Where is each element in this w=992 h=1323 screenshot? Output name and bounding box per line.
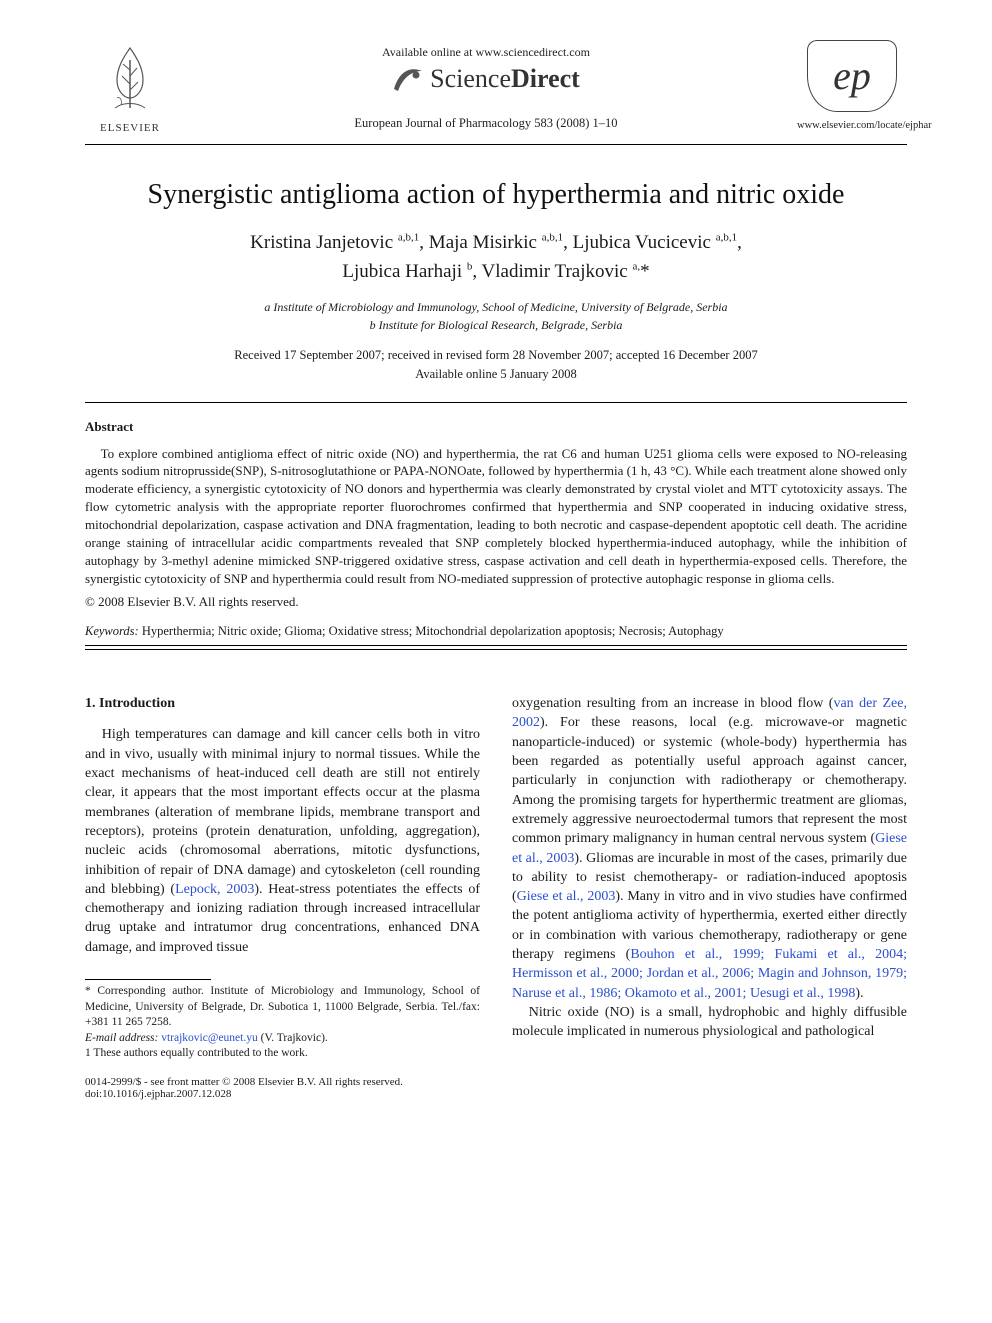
header-row: ELSEVIER Available online at www.science… — [85, 40, 907, 134]
footnote-equal-contrib: 1 These authors equally contributed to t… — [85, 1046, 480, 1062]
rule-below-keywords-2 — [85, 649, 907, 650]
sciencedirect-wordmark: ScienceDirect — [430, 64, 580, 94]
footnote-rule — [85, 979, 211, 980]
journal-reference: European Journal of Pharmacology 583 (20… — [175, 116, 797, 131]
sciencedirect-logo: ScienceDirect — [175, 64, 797, 94]
abstract-copyright: © 2008 Elsevier B.V. All rights reserved… — [85, 594, 907, 610]
journal-logo-block: ep www.elsevier.com/locate/ejphar — [797, 40, 907, 131]
abstract-block: Abstract To explore combined antiglioma … — [85, 419, 907, 611]
affiliation-a: a Institute of Microbiology and Immunolo… — [85, 298, 907, 316]
footnotes: * Corresponding author. Institute of Mic… — [85, 984, 480, 1062]
citation-link[interactable]: Lepock, 2003 — [175, 882, 254, 897]
keywords-text: Hyperthermia; Nitric oxide; Glioma; Oxid… — [139, 624, 724, 638]
locate-url: www.elsevier.com/locate/ejphar — [797, 120, 907, 131]
abstract-heading: Abstract — [85, 419, 907, 435]
intro-paragraph-1: High temperatures can damage and kill ca… — [85, 725, 480, 957]
keywords-label: Keywords: — [85, 624, 139, 638]
sciencedirect-swoosh-icon — [392, 65, 424, 93]
authors: Kristina Janjetovic a,b,1, Maja Misirkic… — [85, 229, 907, 286]
affiliation-b: b Institute for Biological Research, Bel… — [85, 316, 907, 334]
column-left: 1. Introduction High temperatures can da… — [85, 694, 480, 1062]
abstract-text: To explore combined antiglioma effect of… — [85, 445, 907, 589]
article-title: Synergistic antiglioma action of hyperth… — [85, 179, 907, 211]
citation-link[interactable]: Giese et al., 2003 — [517, 889, 616, 904]
section-1-heading: 1. Introduction — [85, 694, 480, 713]
page: ELSEVIER Available online at www.science… — [0, 0, 992, 1130]
elsevier-logo: ELSEVIER — [85, 40, 175, 134]
elsevier-wordmark: ELSEVIER — [85, 122, 175, 134]
column-right: oxygenation resulting from an increase i… — [512, 694, 907, 1062]
intro-paragraph-1-cont: oxygenation resulting from an increase i… — [512, 694, 907, 1003]
rule-below-keywords-1 — [85, 645, 907, 646]
elsevier-tree-icon — [95, 40, 165, 115]
center-header: Available online at www.sciencedirect.co… — [175, 40, 797, 131]
footnote-email: E-mail address: vtrajkovic@eunet.yu (V. … — [85, 1031, 480, 1047]
keywords: Keywords: Hyperthermia; Nitric oxide; Gl… — [85, 624, 907, 639]
rule-top — [85, 144, 907, 145]
affiliations: a Institute of Microbiology and Immunolo… — [85, 298, 907, 334]
footer-left: 0014-2999/$ - see front matter © 2008 El… — [85, 1076, 403, 1100]
email-link[interactable]: vtrajkovic@eunet.yu — [161, 1032, 258, 1044]
footer-issn: 0014-2999/$ - see front matter © 2008 El… — [85, 1076, 403, 1088]
available-online-text: Available online at www.sciencedirect.co… — [175, 45, 797, 60]
intro-paragraph-2: Nitric oxide (NO) is a small, hydrophobi… — [512, 1003, 907, 1042]
ejp-logo-icon: ep — [807, 40, 897, 112]
footnote-corresponding: * Corresponding author. Institute of Mic… — [85, 984, 480, 1031]
rule-above-abstract — [85, 402, 907, 403]
dates-online: Available online 5 January 2008 — [85, 365, 907, 384]
article-dates: Received 17 September 2007; received in … — [85, 346, 907, 384]
footer-doi: doi:10.1016/j.ejphar.2007.12.028 — [85, 1088, 403, 1100]
dates-received: Received 17 September 2007; received in … — [85, 346, 907, 365]
body-two-column: 1. Introduction High temperatures can da… — [85, 694, 907, 1062]
page-footer: 0014-2999/$ - see front matter © 2008 El… — [85, 1076, 907, 1100]
